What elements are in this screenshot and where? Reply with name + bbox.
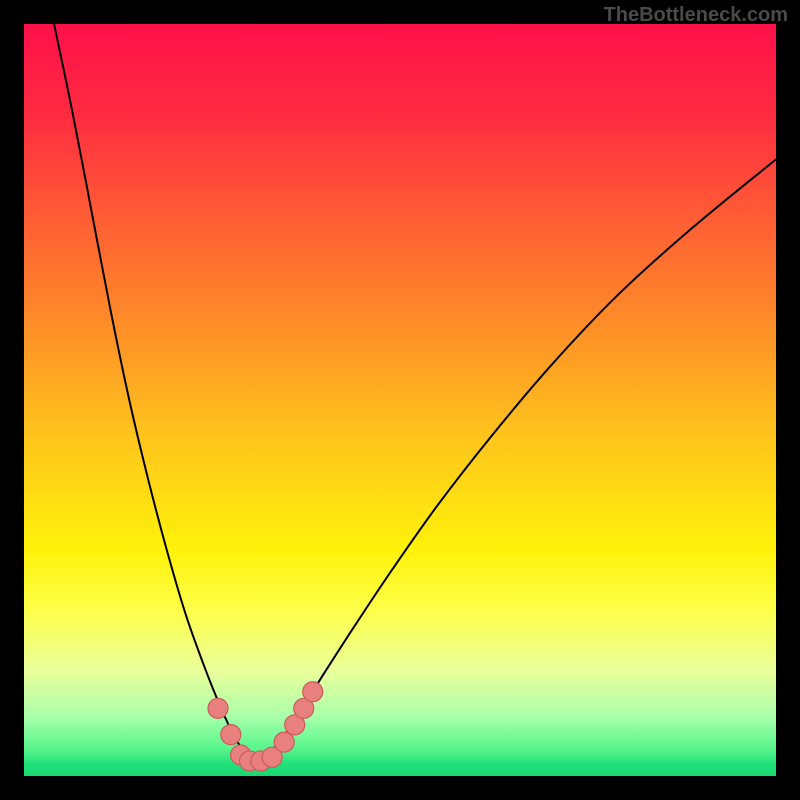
curve-marker <box>303 682 323 702</box>
curve-marker <box>208 698 228 718</box>
curve-marker <box>274 732 294 752</box>
bottleneck-chart: TheBottleneck.com <box>0 0 800 800</box>
curve-marker <box>221 725 241 745</box>
watermark-text: TheBottleneck.com <box>604 4 788 27</box>
chart-svg <box>0 0 800 800</box>
chart-background-gradient <box>24 24 776 776</box>
